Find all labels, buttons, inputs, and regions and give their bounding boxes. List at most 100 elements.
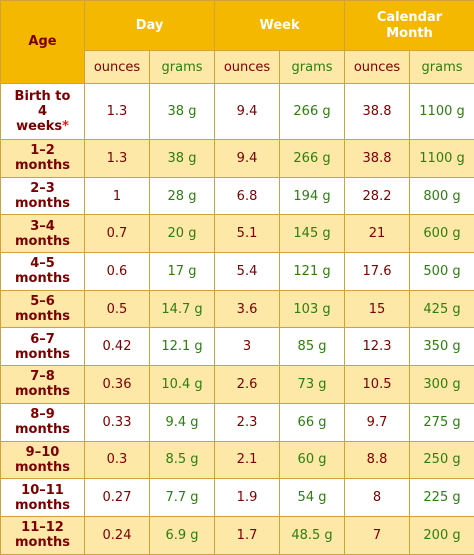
month-ounces-header: ounces (344, 50, 411, 84)
age-text: 4–5 (30, 256, 55, 272)
age-cell: 3–4 months (0, 214, 85, 254)
table-row: 11–12 months 0.24 6.9 g 1.7 48.5 g 7 200 g (0, 515, 474, 555)
age-text: months (15, 233, 70, 249)
week-ounces-cell: 3 (214, 327, 281, 367)
age-text: weeks (16, 119, 63, 134)
table-row: 8–9 months 0.33 9.4 g 2.3 66 g 9.7 275 g (0, 402, 474, 442)
month-ounces-cell: 8 (344, 478, 411, 517)
age-cell: 1–2 months (0, 139, 85, 178)
month-ounces-cell: 9.7 (344, 402, 411, 442)
week-grams-cell: 85 g (279, 327, 346, 367)
day-ounces-cell: 0.36 (84, 365, 150, 404)
age-text: months (15, 309, 70, 325)
week-ounces-cell: 5.1 (214, 214, 281, 254)
age-text: 1–2 (30, 143, 55, 159)
day-grams-cell: 38 g (148, 83, 216, 140)
age-text: months (15, 422, 70, 438)
day-ounces-cell: 0.42 (84, 327, 150, 367)
age-text: 2–3 (30, 181, 55, 197)
week-grams-cell: 266 g (279, 83, 346, 140)
age-text: Birth to (14, 89, 71, 104)
month-ounces-cell: 15 (344, 289, 411, 329)
week-grams-cell: 66 g (279, 402, 346, 442)
day-ounces-cell: 1 (84, 176, 150, 216)
age-text: 11–12 (21, 520, 64, 536)
age-text: 5–6 (30, 294, 55, 310)
table-row: 3–4 months 0.7 20 g 5.1 145 g 21 600 g (0, 214, 474, 254)
day-grams-header: grams (148, 50, 216, 84)
day-grams-cell: 9.4 g (148, 402, 216, 442)
day-grams-cell: 20 g (148, 214, 216, 254)
month-ounces-cell: 28.2 (344, 176, 411, 216)
day-grams-cell: 17 g (148, 252, 216, 291)
week-grams-cell: 60 g (279, 440, 346, 480)
age-text: 8–9 (30, 407, 55, 423)
age-text: months (15, 459, 70, 475)
week-grams-cell: 103 g (279, 289, 346, 329)
age-cell: 11–12 months (0, 515, 85, 555)
month-grams-cell: 800 g (409, 176, 474, 216)
week-ounces-cell: 9.4 (214, 139, 281, 178)
week-grams-cell: 48.5 g (279, 515, 346, 555)
week-grams-header: grams (279, 50, 346, 84)
table-row: 6–7 months 0.42 12.1 g 3 85 g 12.3 350 g (0, 327, 474, 367)
age-text: months (15, 158, 70, 174)
week-ounces-header: ounces (214, 50, 281, 84)
age-cell: 2–3 months (0, 176, 85, 216)
table-row: 5–6 months 0.5 14.7 g 3.6 103 g 15 425 g (0, 289, 474, 329)
week-ounces-cell: 1.9 (214, 478, 281, 517)
age-cell: 6–7 months (0, 327, 85, 367)
age-cell: 4–5 months (0, 252, 85, 291)
age-text: months (15, 346, 70, 362)
age-header: Age (0, 0, 85, 84)
month-ounces-cell: 38.8 (344, 139, 411, 178)
month-ounces-cell: 10.5 (344, 365, 411, 404)
week-ounces-cell: 2.6 (214, 365, 281, 404)
week-grams-cell: 121 g (279, 252, 346, 291)
age-cell: 8–9 months (0, 402, 85, 442)
week-grams-cell: 266 g (279, 139, 346, 178)
month-ounces-cell: 38.8 (344, 83, 411, 140)
age-cell: 7–8 months (0, 365, 85, 404)
day-grams-cell: 7.7 g (148, 478, 216, 517)
day-grams-cell: 10.4 g (148, 365, 216, 404)
age-text: months (15, 271, 70, 287)
day-grams-cell: 6.9 g (148, 515, 216, 555)
age-text: 3–4 (30, 218, 55, 234)
age-text: months (15, 384, 70, 400)
day-grams-cell: 8.5 g (148, 440, 216, 480)
age-text: 4 (37, 104, 48, 119)
table-row: Birth to 4 weeks* 1.3 38 g 9.4 266 g 38.8 1100 g (0, 83, 474, 140)
month-grams-cell: 1100 g (409, 83, 474, 140)
day-grams-cell: 14.7 g (148, 289, 216, 329)
week-grams-cell: 194 g (279, 176, 346, 216)
month-header-line2: Month (386, 25, 433, 41)
month-ounces-cell: 12.3 (344, 327, 411, 367)
week-grams-cell: 145 g (279, 214, 346, 254)
age-text: 10–11 (21, 482, 64, 498)
week-header: Week (214, 0, 346, 51)
table-row: 1–2 months 1.3 38 g 9.4 266 g 38.8 1100 g (0, 139, 474, 178)
month-ounces-cell: 17.6 (344, 252, 411, 291)
month-grams-cell: 275 g (409, 402, 474, 442)
table-row: 10–11 months 0.27 7.7 g 1.9 54 g 8 225 g (0, 478, 474, 517)
day-ounces-cell: 0.7 (84, 214, 150, 254)
month-grams-cell: 1100 g (409, 139, 474, 178)
age-text: 9–10 (25, 444, 60, 460)
month-ounces-cell: 21 (344, 214, 411, 254)
age-text: 7–8 (30, 369, 55, 385)
week-grams-cell: 73 g (279, 365, 346, 404)
week-ounces-cell: 2.3 (214, 402, 281, 442)
age-cell: 9–10 months (0, 440, 85, 480)
day-ounces-cell: 0.27 (84, 478, 150, 517)
month-grams-cell: 200 g (409, 515, 474, 555)
age-text: 6–7 (30, 331, 55, 347)
month-header: Calendar Month (344, 0, 474, 51)
day-ounces-cell: 0.5 (84, 289, 150, 329)
week-grams-cell: 54 g (279, 478, 346, 517)
table-row: 4–5 months 0.6 17 g 5.4 121 g 17.6 500 g (0, 252, 474, 291)
table-row: 9–10 months 0.3 8.5 g 2.1 60 g 8.8 250 g (0, 440, 474, 480)
month-ounces-cell: 7 (344, 515, 411, 555)
day-ounces-cell: 1.3 (84, 139, 150, 178)
day-ounces-cell: 1.3 (84, 83, 150, 140)
